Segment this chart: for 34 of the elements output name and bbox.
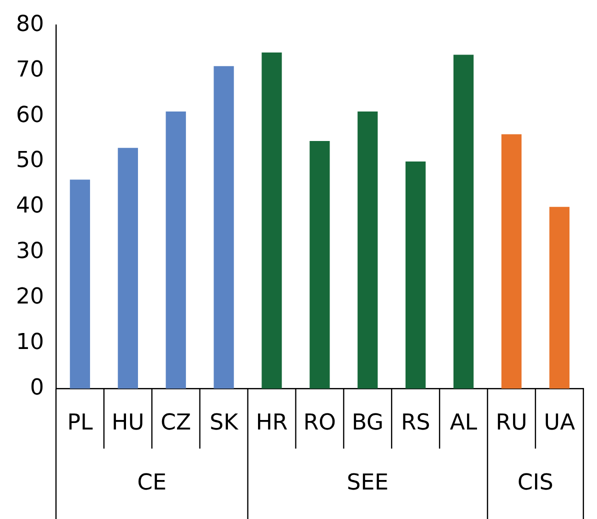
x-tick-label: BG xyxy=(352,410,384,436)
bar xyxy=(406,161,426,389)
bar xyxy=(118,148,138,389)
x-tick-label: AL xyxy=(450,410,478,436)
text: CIS xyxy=(518,470,554,496)
bar xyxy=(453,54,474,389)
y-tick-label: 70 xyxy=(16,57,44,82)
y-tick-label: 0 xyxy=(30,375,44,400)
text: SEE xyxy=(346,470,389,496)
bar xyxy=(549,206,570,389)
x-tick-label: PL xyxy=(67,410,94,436)
x-tick-label: HR xyxy=(256,410,288,436)
bar xyxy=(358,112,378,389)
y-tick-label: 60 xyxy=(16,102,44,128)
y-tick-label: 30 xyxy=(16,239,44,264)
y-tick-label: 80 xyxy=(16,12,44,37)
y-tick-label: 10 xyxy=(16,330,44,355)
bar xyxy=(214,66,234,389)
x-tick-label: RU xyxy=(496,410,528,436)
text: CE xyxy=(137,470,167,496)
x-tick-label: CZ xyxy=(160,410,192,436)
y-tick-label: 50 xyxy=(16,148,44,174)
bar xyxy=(310,141,330,389)
x-tick-label: HU xyxy=(112,410,144,436)
bar xyxy=(166,112,186,389)
x-tick-label: RO xyxy=(303,410,336,436)
bar xyxy=(501,134,522,389)
bar xyxy=(70,180,90,389)
y-tick-label: 20 xyxy=(16,284,44,310)
x-tick-label: UA xyxy=(544,410,575,436)
x-tick-label: RS xyxy=(400,410,430,436)
y-tick-label: 40 xyxy=(16,194,44,219)
x-tick-label: SK xyxy=(210,410,239,436)
bar xyxy=(262,52,282,389)
